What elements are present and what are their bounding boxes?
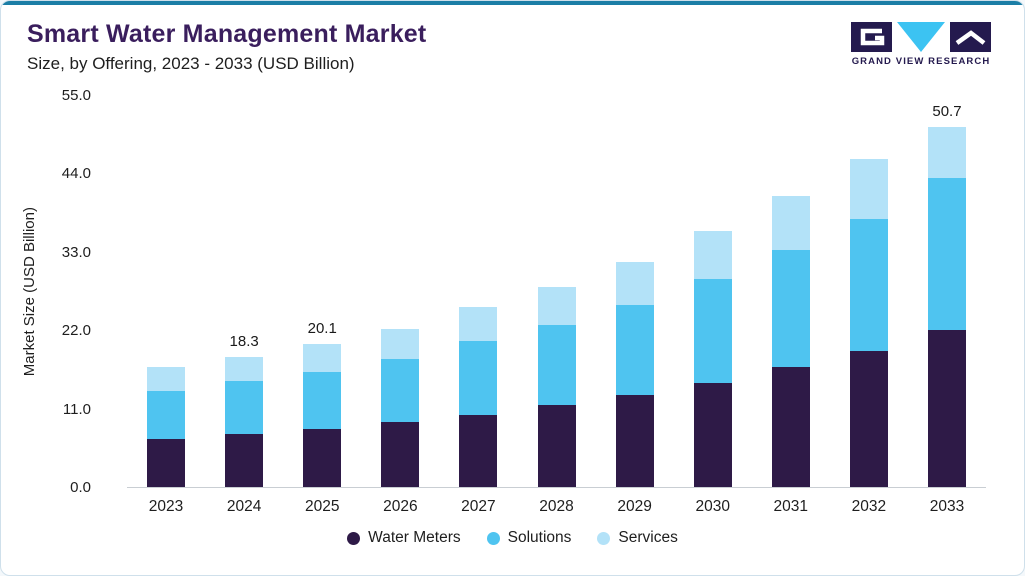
bar-segment-water-meters bbox=[615, 395, 654, 487]
x-tick-label: 2028 bbox=[539, 498, 574, 515]
x-tick-label: 2026 bbox=[383, 498, 418, 515]
bar-2032 bbox=[830, 96, 908, 487]
bar-segment-services bbox=[147, 366, 186, 392]
bar-segment-solutions bbox=[225, 381, 264, 435]
header: Smart Water Management Market Size, by O… bbox=[1, 5, 1024, 74]
bar-segment-water-meters bbox=[147, 438, 186, 487]
x-tick-label: 2027 bbox=[461, 498, 496, 515]
page-title: Smart Water Management Market bbox=[27, 20, 427, 48]
bar-segment-services bbox=[927, 126, 966, 179]
bar-2030 bbox=[674, 96, 752, 487]
logo-check-glyph bbox=[955, 30, 986, 45]
bar-2029 bbox=[596, 96, 674, 487]
bar-segment-services bbox=[459, 307, 498, 342]
bar-segment-water-meters bbox=[381, 421, 420, 487]
bar-segment-solutions bbox=[381, 359, 420, 422]
bar-2026 bbox=[361, 96, 439, 487]
bar-segment-services bbox=[537, 286, 576, 325]
x-axis: 2023 2024 2025 2026 2027 2028 2029 2030 2031 2032… bbox=[127, 498, 986, 516]
bar-2023 bbox=[127, 96, 205, 487]
bar-2033: 50.7 bbox=[908, 96, 986, 487]
bar-segment-services bbox=[381, 328, 420, 360]
bar-segment-water-meters bbox=[693, 383, 732, 487]
bar-segment-solutions bbox=[303, 371, 342, 430]
legend-dot bbox=[486, 531, 500, 545]
title-block: Smart Water Management Market Size, by O… bbox=[27, 20, 426, 74]
bar-segment-solutions bbox=[771, 249, 810, 367]
legend-dot bbox=[597, 531, 611, 545]
y-axis-label: Market Size (USD Billion) bbox=[20, 207, 38, 377]
bar-segment-solutions bbox=[459, 341, 498, 415]
legend-item-solutions: Solutions bbox=[486, 529, 572, 547]
chart-area: Market Size (USD Billion) 0.0 11.0 22.0 33.… bbox=[1, 87, 1024, 516]
bar-segment-services bbox=[771, 195, 810, 250]
x-tick-label: 2033 bbox=[929, 498, 965, 515]
plot-column: 18.3 20.1 50.7 2023 2024 2025 2026 2027 2028 202… bbox=[127, 96, 986, 516]
logo-square-g-icon bbox=[851, 22, 892, 52]
y-axis-label-wrap: Market Size (USD Billion) bbox=[17, 96, 41, 488]
bar-segment-water-meters bbox=[771, 366, 810, 487]
gvr-logo: GRAND VIEW RESEARCH bbox=[846, 22, 996, 67]
bar-2031 bbox=[752, 96, 830, 487]
bar-segment-services bbox=[693, 231, 732, 279]
bar-segment-solutions bbox=[693, 278, 732, 384]
legend-label: Water Meters bbox=[368, 529, 461, 546]
bar-total-label: 20.1 bbox=[307, 320, 337, 338]
bar-segment-solutions bbox=[537, 324, 576, 405]
x-tick-label: 2024 bbox=[226, 498, 262, 515]
bar-total-label: 18.3 bbox=[229, 332, 259, 350]
legend-dot bbox=[347, 531, 361, 545]
bar-segment-water-meters bbox=[537, 404, 576, 487]
bar-segment-water-meters bbox=[927, 329, 966, 487]
legend-label: Solutions bbox=[507, 529, 572, 546]
gvr-logo-mark bbox=[851, 22, 991, 52]
logo-text: GRAND VIEW RESEARCH bbox=[851, 56, 991, 67]
legend-item-water-meters: Water Meters bbox=[347, 529, 461, 547]
top-accent-bar bbox=[1, 1, 1024, 5]
bar-2024: 18.3 bbox=[205, 96, 283, 487]
y-tick-label: 55.0 bbox=[61, 87, 91, 104]
bar-2025: 20.1 bbox=[283, 96, 361, 487]
bar-segment-services bbox=[849, 158, 888, 219]
bar-segment-water-meters bbox=[303, 429, 342, 487]
bar-segment-solutions bbox=[849, 219, 888, 351]
legend: Water Meters Solutions Services bbox=[1, 529, 1024, 547]
logo-square-check-icon bbox=[950, 22, 991, 52]
y-tick-label: 22.0 bbox=[61, 322, 91, 340]
bar-segment-services bbox=[225, 356, 264, 382]
x-tick-label: 2030 bbox=[695, 498, 730, 515]
bar-2027 bbox=[439, 96, 517, 487]
bar-segment-water-meters bbox=[849, 350, 888, 487]
x-tick-label: 2023 bbox=[148, 498, 184, 515]
y-tick-label: 0.0 bbox=[70, 479, 91, 496]
bar-segment-solutions bbox=[615, 305, 654, 396]
bar-segment-water-meters bbox=[459, 414, 498, 487]
x-tick-label: 2029 bbox=[617, 498, 652, 515]
plot-area: 18.3 20.1 50.7 bbox=[127, 96, 986, 488]
y-tick-label: 33.0 bbox=[61, 243, 91, 261]
logo-triangle-icon bbox=[897, 22, 945, 52]
bar-total-label: 50.7 bbox=[932, 102, 962, 120]
bar-segment-water-meters bbox=[225, 434, 264, 487]
bar-segment-services bbox=[615, 262, 654, 306]
bar-segment-services bbox=[303, 344, 342, 372]
x-tick-label: 2031 bbox=[773, 498, 809, 515]
x-tick-label: 2032 bbox=[851, 498, 887, 515]
y-tick-label: 44.0 bbox=[61, 165, 91, 183]
y-axis: 0.0 11.0 22.0 33.0 44.0 55.0 bbox=[41, 87, 103, 496]
y-tick-label: 11.0 bbox=[62, 400, 91, 418]
bar-segment-solutions bbox=[927, 178, 966, 330]
page-subtitle: Size, by Offering, 2023 - 2033 (USD Bill… bbox=[27, 54, 355, 73]
bar-segment-solutions bbox=[147, 391, 186, 439]
x-tick-label: 2025 bbox=[304, 498, 340, 515]
legend-label: Services bbox=[618, 529, 678, 546]
legend-item-services: Services bbox=[597, 529, 678, 547]
bar-2028 bbox=[517, 96, 595, 487]
logo-g-glyph bbox=[860, 28, 885, 46]
